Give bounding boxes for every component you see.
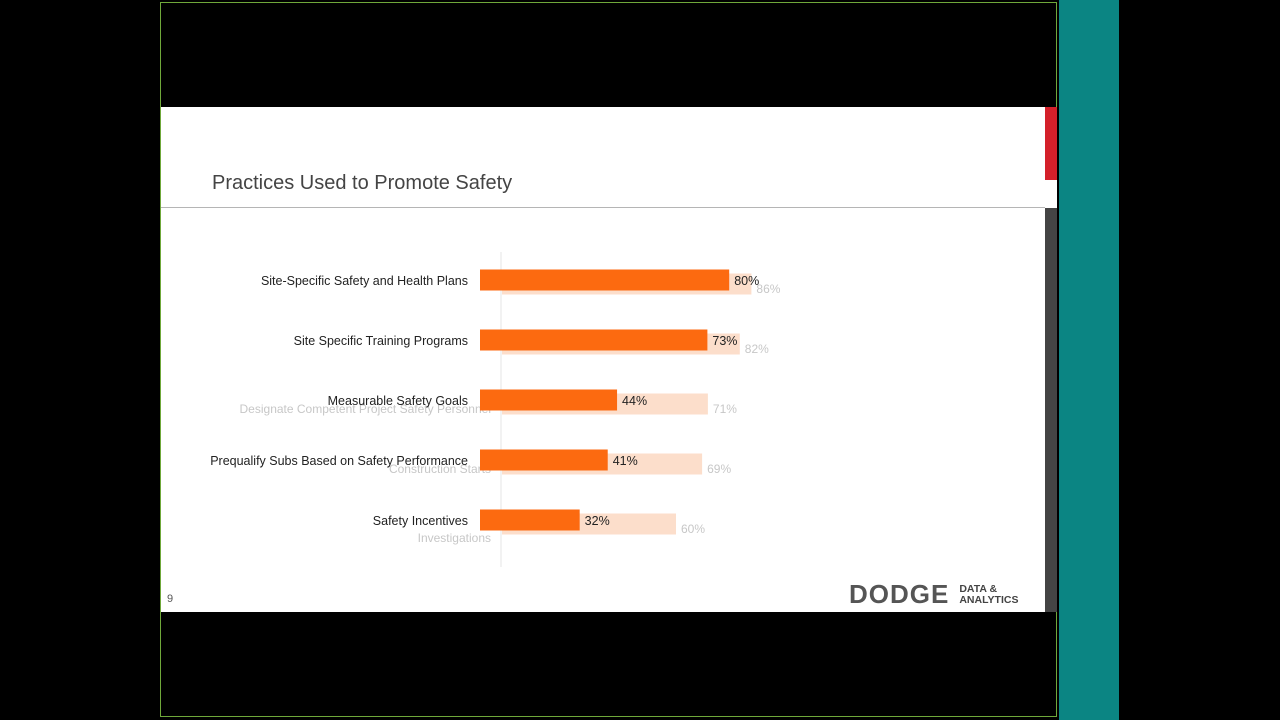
bar: [480, 449, 608, 471]
teal-side-panel: [1059, 0, 1119, 720]
category-label: Site Specific Training Programs: [294, 334, 468, 348]
bar-chart: 86%80% Site-Specific Safety and Health Pl…: [210, 252, 781, 567]
red-accent-bar: [1045, 107, 1057, 180]
ghost-category-label: Investigations: [418, 531, 491, 545]
bar-value-label: 80%: [734, 274, 759, 288]
bar-value-label: 44%: [622, 394, 647, 408]
ghost-value-label: 86%: [756, 282, 780, 296]
ghost-category-label: Construction Starts: [389, 462, 491, 476]
ghost-value-label: 71%: [713, 402, 737, 416]
ghost-value-label: 82%: [745, 342, 769, 356]
bar: [480, 269, 730, 291]
bar: [480, 389, 618, 411]
page-number: 9: [167, 593, 174, 605]
category-label: Prequalify Subs Based on Safety Performa…: [210, 454, 468, 468]
category-label: Safety Incentives: [373, 514, 468, 528]
ghost-value-label: 69%: [707, 462, 731, 476]
ghost-value-label: 60%: [681, 522, 705, 536]
dodge-logo: DODGE DATA & ANALYTICS: [849, 579, 1018, 610]
bar-value-label: 73%: [712, 334, 737, 348]
bar-value-label: 41%: [613, 454, 638, 468]
title-divider: [161, 207, 1045, 208]
category-label: Site-Specific Safety and Health Plans: [261, 274, 468, 288]
logo-sub-text: DATA & ANALYTICS: [959, 582, 1019, 606]
bar: [480, 329, 708, 351]
bar: [480, 509, 580, 531]
dark-side-bar: [1045, 208, 1057, 612]
logo-main-text: DODGE: [849, 579, 950, 609]
slide-title: Practices Used to Promote Safety: [212, 172, 513, 194]
bar-value-label: 32%: [585, 514, 610, 528]
slide: Practices Used to Promote Safety 86% 80% S…: [161, 107, 1057, 612]
logo-sub-line1: DATA &: [959, 582, 998, 595]
category-label: Measurable Safety Goals: [328, 394, 468, 408]
logo-sub-line2: ANALYTICS: [959, 593, 1019, 606]
ghost-category-label: Designate Competent Project Safety Perso…: [240, 402, 491, 416]
